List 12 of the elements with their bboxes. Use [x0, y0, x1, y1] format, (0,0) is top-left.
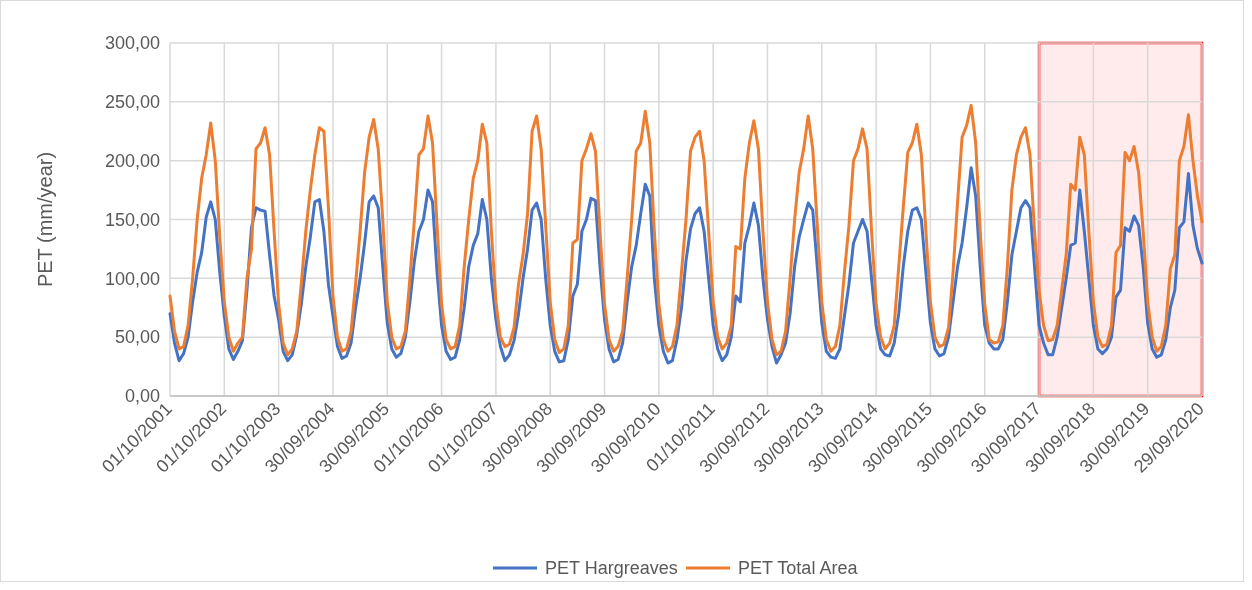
legend-label: PET Hargreaves: [545, 558, 678, 579]
line-series: [168, 103, 1204, 357]
y-tick-label: 150,00: [104, 209, 160, 230]
y-tick-label: 0,00: [124, 386, 160, 407]
y-axis-title: PET (mm/year): [34, 151, 56, 288]
y-tick-label: 50,00: [114, 327, 160, 348]
line-series: [168, 166, 1204, 365]
y-tick-label: 100,00: [104, 268, 160, 289]
y-tick-label: 250,00: [104, 92, 160, 113]
y-tick-label: 200,00: [104, 150, 160, 171]
y-tick-label: 300,00: [104, 33, 160, 54]
legend-label: PET Total Area: [738, 558, 859, 579]
